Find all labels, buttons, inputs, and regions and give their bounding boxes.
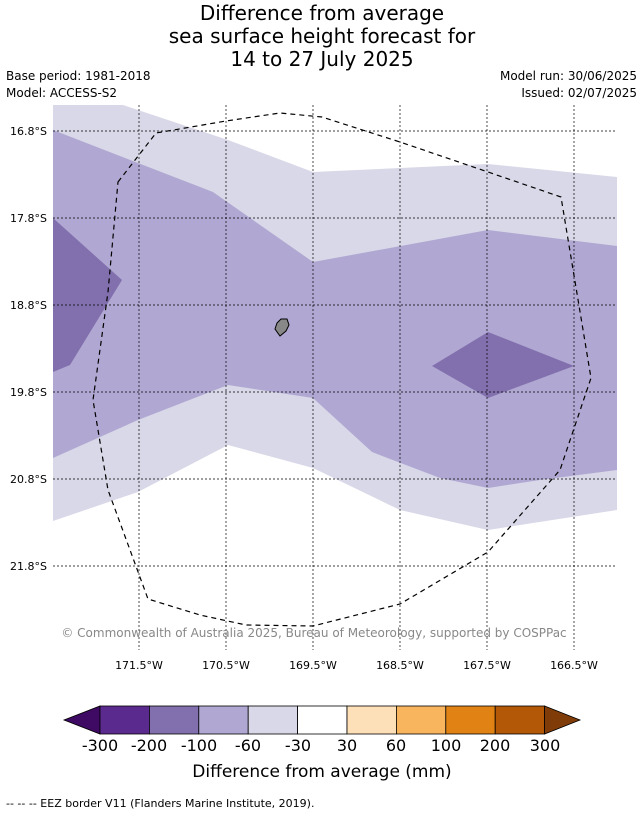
eez-footnote: -- -- -- EEZ border V11 (Flanders Marine…	[6, 797, 315, 810]
model-run: Model run: 30/06/2025	[499, 69, 637, 83]
colorbar-title: Difference from average (mm)	[192, 762, 452, 782]
colorbar-extend-high	[544, 705, 582, 735]
colorbar-bin	[247, 705, 298, 735]
issued-date: Issued: 02/07/2025	[521, 86, 637, 100]
anomaly-zone-mid	[53, 130, 617, 488]
colorbar-bin	[445, 705, 496, 735]
colorbar-tick-label: 300	[529, 736, 561, 755]
lon-label: 169.5°W	[289, 659, 337, 672]
colorbar-extend-low	[62, 705, 101, 735]
colorbar-tick-label: -300	[81, 736, 119, 755]
colorbar-tick-label: 60	[385, 736, 407, 755]
lat-label: 17.8°S	[10, 212, 47, 225]
lat-label: 19.8°S	[10, 386, 47, 399]
colorbar-bin	[395, 705, 447, 735]
colorbar-tick-label: 30	[336, 736, 358, 755]
colorbar-bin	[148, 705, 200, 735]
colorbar-tick-label: -100	[180, 736, 218, 755]
colorbar-tick-label: 200	[479, 736, 511, 755]
colorbar-bin	[198, 705, 249, 735]
title-line-3: 14 to 27 July 2025	[230, 47, 414, 71]
colorbar-tick-label: -200	[130, 736, 168, 755]
lon-label: 170.5°W	[202, 659, 250, 672]
lat-label: 21.8°S	[10, 560, 47, 573]
lon-label: 167.5°W	[463, 659, 511, 672]
lon-label: 168.5°W	[376, 659, 424, 672]
island-niue	[274, 318, 290, 337]
colorbar-bin	[494, 705, 546, 735]
title-line-2: sea surface height forecast for	[168, 24, 476, 48]
title-line-1: Difference from average	[199, 1, 445, 25]
grid-lines	[53, 105, 617, 650]
base-period: Base period: 1981-2018	[6, 69, 151, 83]
model-name: Model: ACCESS-S2	[6, 86, 118, 100]
colorbar-tick-label: -30	[284, 736, 312, 755]
colorbar-bin	[346, 705, 397, 735]
lon-label: 171.5°W	[115, 659, 163, 672]
lat-label: 18.8°S	[10, 299, 47, 312]
lat-label: 20.8°S	[10, 473, 47, 486]
anomaly-zone-dark-west	[53, 218, 122, 372]
colorbar-bin	[297, 705, 348, 735]
colorbar-tick-label: 100	[430, 736, 462, 755]
colorbar-bin	[99, 705, 150, 735]
lat-label: 16.8°S	[10, 125, 47, 138]
copyright-text: © Commonwealth of Australia 2025, Bureau…	[61, 626, 566, 640]
lon-label: 166.5°W	[550, 659, 598, 672]
colorbar	[62, 705, 582, 735]
colorbar-tick-label: -60	[234, 736, 262, 755]
anomaly-zone-dark-east	[432, 332, 574, 398]
